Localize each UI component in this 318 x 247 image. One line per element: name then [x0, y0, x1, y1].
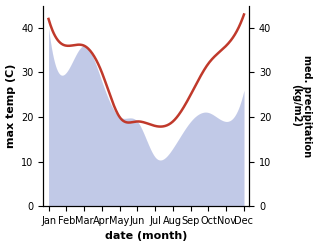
Y-axis label: med. precipitation
(kg/m2): med. precipitation (kg/m2) — [291, 55, 313, 157]
X-axis label: date (month): date (month) — [105, 231, 187, 242]
Y-axis label: max temp (C): max temp (C) — [5, 64, 16, 148]
